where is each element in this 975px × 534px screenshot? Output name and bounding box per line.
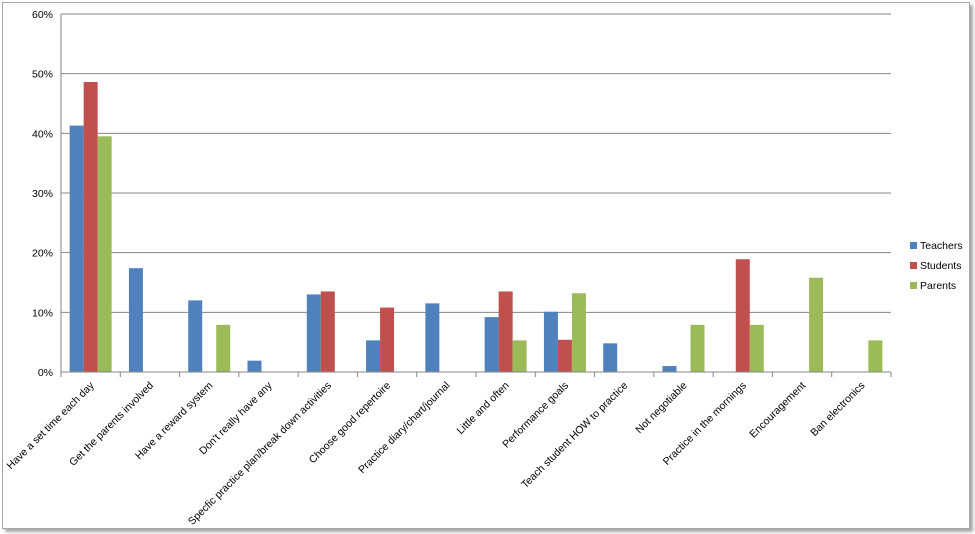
bar-teachers — [306, 294, 321, 372]
y-tick-label: 40% — [32, 128, 53, 140]
bar-students — [380, 307, 395, 372]
bar-parents — [216, 324, 231, 372]
bars — [69, 82, 883, 373]
bar-parents — [97, 136, 112, 372]
x-category-label: Little and often — [455, 380, 512, 437]
bar-teachers — [662, 366, 677, 372]
legend-label-parents: Parents — [920, 280, 956, 292]
x-category-label: Not negotiable — [633, 380, 689, 436]
y-tick-label: 60% — [32, 9, 53, 21]
x-category-label: Teach student HOW to practice — [519, 380, 630, 491]
legend: Teachers Students Parents — [910, 240, 963, 292]
y-tick-label: 30% — [32, 188, 53, 200]
bar-parents — [749, 324, 764, 372]
x-category-label: Ban electronics — [808, 380, 867, 439]
chart-frame: 0% 10% 20% 30% 40% 50% 60% Have a set time eac… — [2, 2, 970, 529]
legend-swatch-teachers — [910, 242, 917, 249]
y-tick-label: 50% — [32, 69, 53, 81]
bar-students — [320, 291, 335, 372]
bar-students — [557, 339, 572, 372]
bar-teachers — [425, 303, 440, 372]
y-tick-label: 20% — [32, 248, 53, 260]
legend-label-teachers: Teachers — [920, 240, 963, 252]
y-tick-labels: 0% 10% 20% 30% 40% 50% 60% — [32, 9, 53, 379]
bar-students — [498, 291, 513, 372]
bar-parents — [512, 340, 527, 372]
bar-parents — [809, 277, 824, 372]
bar-teachers — [543, 311, 558, 372]
bar-parents — [571, 293, 586, 372]
bar-students — [83, 82, 98, 373]
bar-teachers — [366, 340, 381, 372]
legend-label-students: Students — [920, 260, 961, 272]
bar-teachers — [128, 268, 143, 372]
bar-teachers — [603, 343, 618, 372]
bar-teachers — [188, 300, 203, 372]
axes — [60, 14, 892, 377]
y-tick-label: 10% — [32, 307, 53, 319]
x-category-label: Encouragement — [747, 380, 808, 441]
bar-parents — [868, 340, 883, 372]
bar-parents — [690, 324, 705, 372]
bar-teachers — [484, 317, 499, 372]
bar-teachers — [247, 360, 262, 372]
legend-swatch-students — [910, 262, 917, 269]
gridlines — [61, 13, 891, 373]
bar-students — [735, 259, 750, 372]
legend-swatch-parents — [910, 282, 917, 289]
bar-teachers — [69, 125, 84, 373]
y-tick-label: 0% — [38, 367, 53, 379]
bar-chart: 0% 10% 20% 30% 40% 50% 60% Have a set time eac… — [4, 9, 963, 528]
